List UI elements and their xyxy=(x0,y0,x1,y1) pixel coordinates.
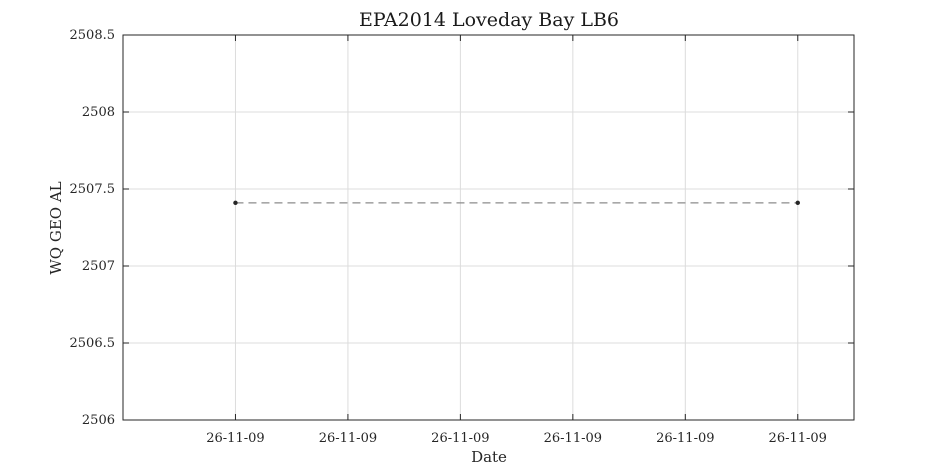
x-axis-label: Date xyxy=(471,448,507,466)
y-tick-label: 2508 xyxy=(82,105,115,120)
data-point xyxy=(795,200,800,206)
y-tick-label: 2507.5 xyxy=(70,182,116,197)
y-tick-label: 2506 xyxy=(82,413,115,428)
chart-title: EPA2014 Loveday Bay LB6 xyxy=(359,9,619,31)
grid xyxy=(123,34,854,421)
series-layer xyxy=(233,200,800,206)
tick-layer: 2506 2506.5 2507 2507.5 2508 2508.5 26-11-09 26… xyxy=(70,28,854,446)
x-tick-label: 26-11-09 xyxy=(544,431,602,446)
y-tick-label: 2508.5 xyxy=(70,28,116,43)
x-tick-label: 26-11-09 xyxy=(431,431,489,446)
data-point xyxy=(233,200,238,206)
x-tick-label: 26-11-09 xyxy=(656,431,714,446)
plot-frame xyxy=(122,34,855,421)
y-axis-label: WQ GEO AL xyxy=(47,181,65,274)
x-tick-label: 26-11-09 xyxy=(319,431,377,446)
x-tick-label: 26-11-09 xyxy=(769,431,827,446)
y-tick-label: 2507 xyxy=(82,259,115,274)
x-tick-label: 26-11-09 xyxy=(206,431,264,446)
y-tick-label: 2506.5 xyxy=(70,336,116,351)
